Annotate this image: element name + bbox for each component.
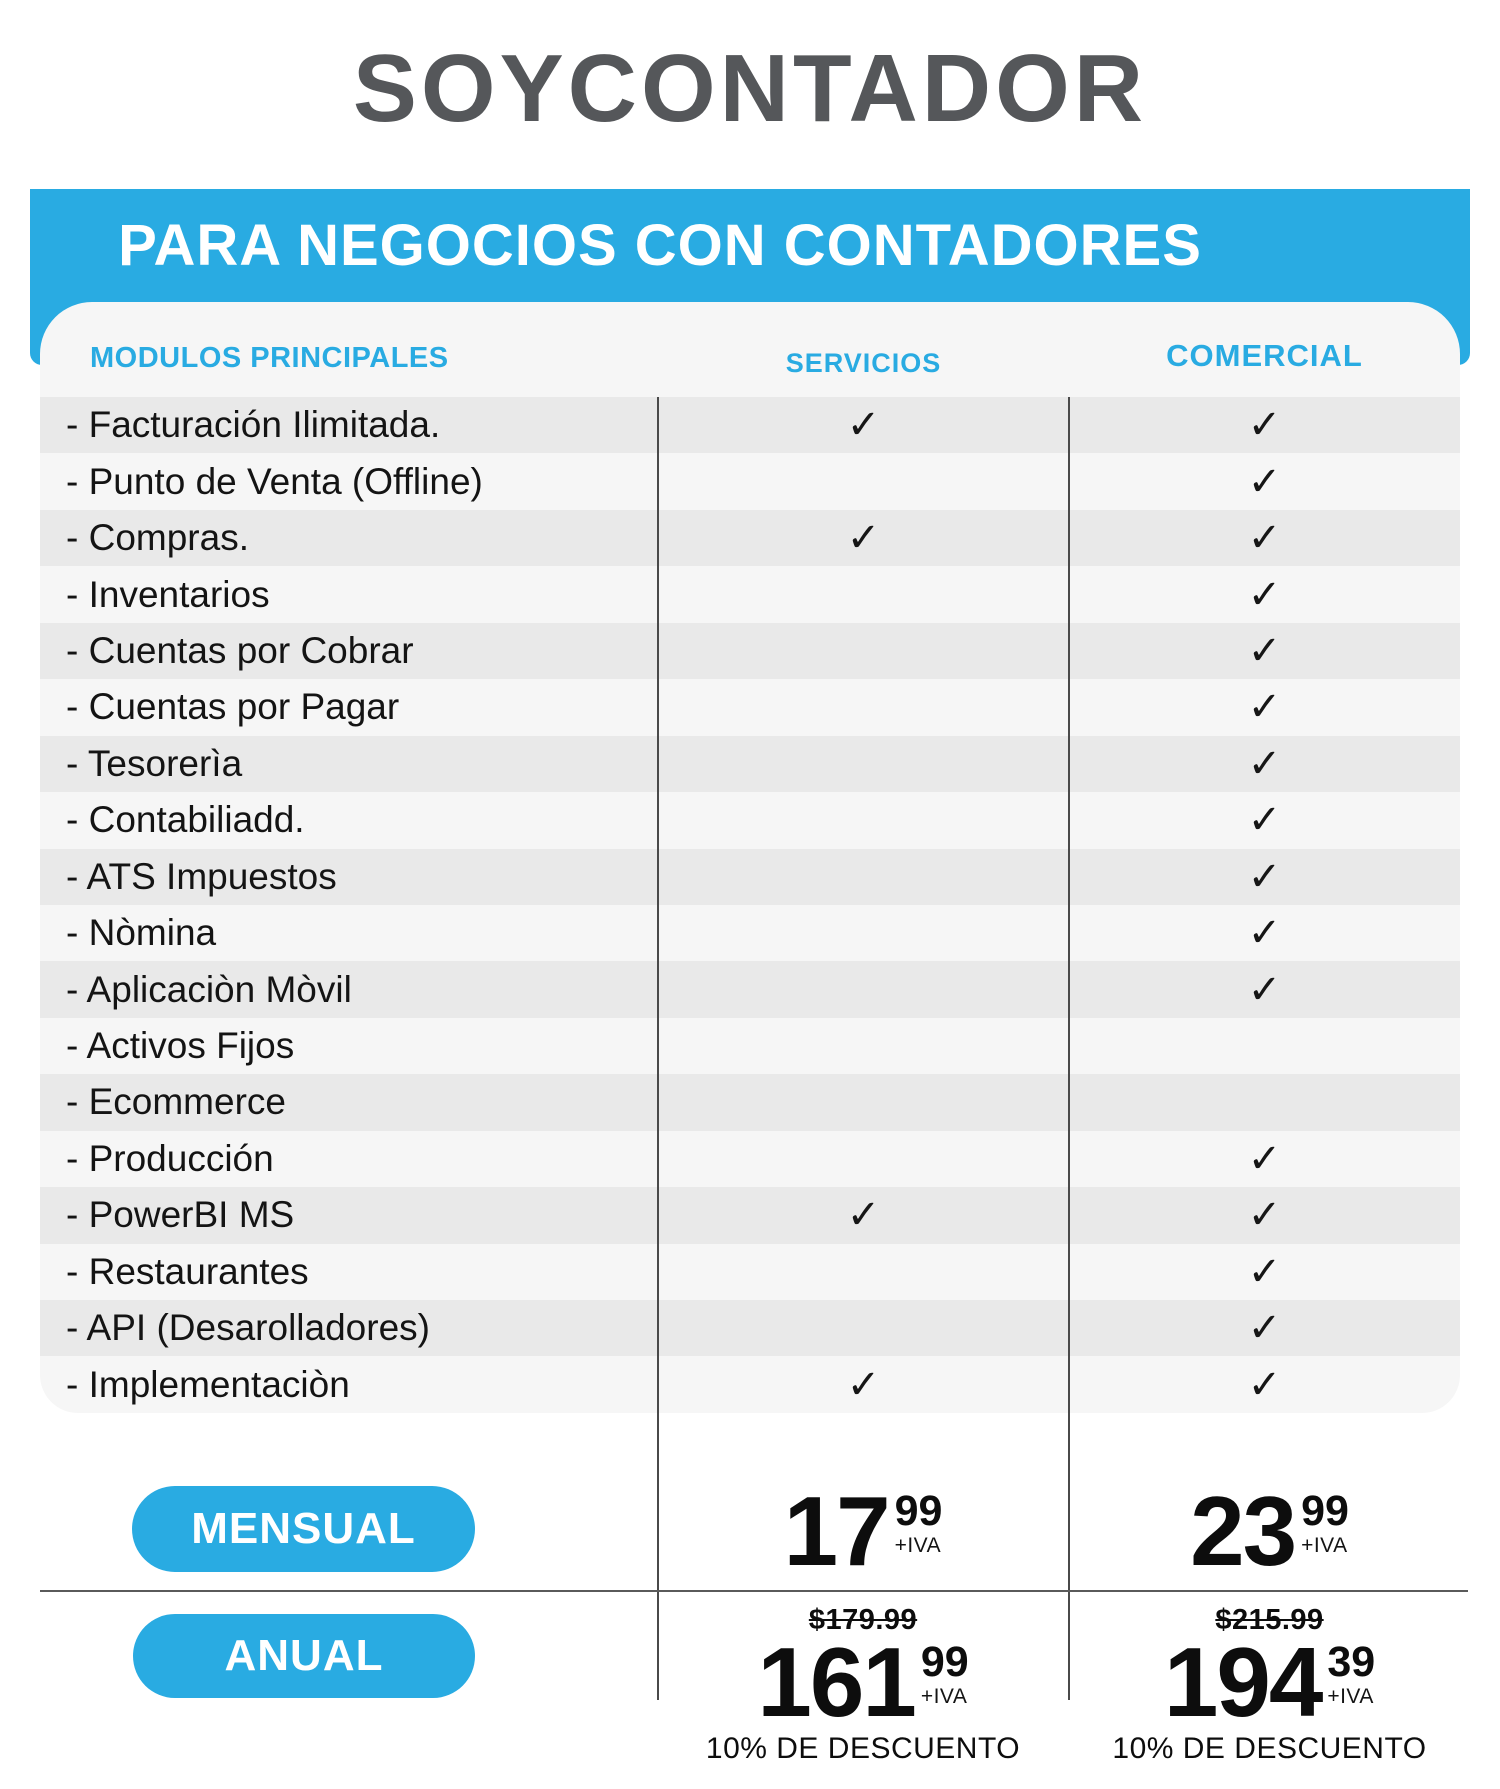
servicios-check-icon: ✓ xyxy=(846,1192,881,1239)
price-cents: 39 xyxy=(1327,1638,1376,1686)
mensual-button[interactable]: MENSUAL xyxy=(132,1486,475,1572)
price-amount: 194 xyxy=(1163,1627,1324,1737)
comercial-check-icon: ✓ xyxy=(1247,853,1282,900)
column-divider-comercial xyxy=(1068,397,1070,1700)
price-amount: 17 xyxy=(783,1476,891,1586)
table-row: - API (Desarolladores) ✓ xyxy=(40,1300,1460,1357)
feature-label: - API (Desarolladores) xyxy=(66,1307,430,1349)
feature-label: - Implementaciòn xyxy=(66,1363,350,1405)
feature-label: - Punto de Venta (Offline) xyxy=(66,460,483,502)
column-divider-servicios xyxy=(657,397,659,1700)
price-tax-label: +IVA xyxy=(920,1684,968,1708)
price-cents: 99 xyxy=(1301,1487,1349,1535)
column-header-modulos: MODULOS PRINCIPALES xyxy=(90,342,449,374)
comercial-check-icon: ✓ xyxy=(1247,458,1282,505)
price-cents: 99 xyxy=(894,1487,943,1535)
table-row: - Implementaciòn ✓ ✓ xyxy=(40,1356,1460,1412)
table-row: - Cuentas por Cobrar ✓ xyxy=(40,622,1460,680)
servicios-check-icon: ✓ xyxy=(846,515,881,562)
comercial-check-icon: ✓ xyxy=(1247,910,1282,957)
discount-label: 10% DE DESCUENTO xyxy=(1112,1732,1427,1766)
table-row: - PowerBI MS ✓ ✓ xyxy=(40,1187,1460,1244)
price-group: 17 99 +IVA xyxy=(783,1476,943,1586)
column-header-servicios: SERVICIOS xyxy=(785,348,942,378)
table-row: - Contabiliadd. ✓ xyxy=(40,792,1460,848)
servicios-check-icon: ✓ xyxy=(846,402,881,449)
table-row: - Cuentas por Pagar ✓ xyxy=(40,679,1460,735)
table-row: - Tesorerìa ✓ xyxy=(40,735,1460,793)
banner-title: PARA NEGOCIOS CON CONTADORES xyxy=(118,213,1202,278)
table-row: - Restaurantes ✓ xyxy=(40,1244,1460,1300)
table-row: - Producción ✓ xyxy=(40,1131,1460,1187)
feature-label: - Ecommerce xyxy=(66,1081,286,1123)
price-group: 161 99 +IVA xyxy=(757,1627,969,1737)
table-row: - Inventarios ✓ xyxy=(40,566,1460,622)
comercial-check-icon: ✓ xyxy=(1247,966,1282,1013)
feature-label: - Restaurantes xyxy=(66,1250,309,1292)
price-amount: 23 xyxy=(1190,1476,1297,1586)
monthly-price-servicios: 17 99 +IVA xyxy=(660,1476,1066,1586)
table-row: - Punto de Venta (Offline) ✓ xyxy=(40,453,1460,509)
comercial-check-icon: ✓ xyxy=(1247,1135,1282,1182)
table-rows: - Facturación Ilimitada. ✓ ✓ - Punto de … xyxy=(40,397,1460,1413)
servicios-check-icon: ✓ xyxy=(846,1361,881,1408)
feature-label: - PowerBI MS xyxy=(66,1194,295,1236)
comercial-check-icon: ✓ xyxy=(1247,515,1282,562)
feature-label: - Compras. xyxy=(66,517,249,559)
price-group: 194 39 +IVA xyxy=(1163,1627,1376,1737)
table-header: MODULOS PRINCIPALES SERVICIOS COMERCIAL xyxy=(40,302,1460,397)
comercial-check-icon: ✓ xyxy=(1247,684,1282,731)
feature-label: - Tesorerìa xyxy=(66,742,243,784)
table-row: - Activos Fijos xyxy=(40,1018,1460,1074)
annual-price-servicios: $179.99 161 99 +IVA 10% DE DESCUENTO xyxy=(660,1604,1066,1766)
price-tax-label: +IVA xyxy=(1327,1684,1374,1708)
comercial-check-icon: ✓ xyxy=(1247,740,1282,787)
feature-label: - Nòmina xyxy=(66,912,217,954)
old-price: $179.99 xyxy=(808,1604,918,1636)
table-row: - Nòmina ✓ xyxy=(40,905,1460,961)
price-tax-label: +IVA xyxy=(1301,1533,1348,1557)
comercial-check-icon: ✓ xyxy=(1247,627,1282,674)
feature-label: - Aplicaciòn Mòvil xyxy=(66,968,352,1010)
comercial-check-icon: ✓ xyxy=(1247,1192,1282,1239)
comparison-table: MODULOS PRINCIPALES SERVICIOS COMERCIAL … xyxy=(40,302,1460,1413)
table-row: - ATS Impuestos ✓ xyxy=(40,848,1460,905)
comercial-check-icon: ✓ xyxy=(1247,1361,1282,1408)
feature-label: - Contabiliadd. xyxy=(66,799,305,841)
comercial-check-icon: ✓ xyxy=(1247,1248,1282,1295)
feature-label: - Activos Fijos xyxy=(66,1025,295,1067)
feature-label: - Cuentas por Pagar xyxy=(66,686,400,728)
table-row: - Compras. ✓ ✓ xyxy=(40,509,1460,567)
comercial-check-icon: ✓ xyxy=(1247,797,1282,844)
anual-button[interactable]: ANUAL xyxy=(133,1614,475,1698)
monthly-price-comercial: 23 99 +IVA xyxy=(1071,1476,1468,1586)
annual-price-comercial: $215.99 194 39 +IVA 10% DE DESCUENTO xyxy=(1071,1604,1468,1766)
old-price: $215.99 xyxy=(1215,1604,1324,1636)
price-group: 23 99 +IVA xyxy=(1190,1476,1349,1586)
comercial-check-icon: ✓ xyxy=(1247,1305,1282,1352)
feature-label: - Cuentas por Cobrar xyxy=(66,629,414,671)
feature-label: - ATS Impuestos xyxy=(66,855,337,897)
feature-label: - Facturación Ilimitada. xyxy=(66,404,441,446)
price-amount: 161 xyxy=(757,1627,917,1737)
column-header-comercial: COMERCIAL xyxy=(1166,338,1363,373)
mensual-anual-divider xyxy=(40,1590,1468,1592)
feature-label: - Inventarios xyxy=(66,573,270,615)
brand-logo: SOYCONTADOR xyxy=(352,35,1148,142)
price-cents: 99 xyxy=(920,1638,969,1686)
comercial-check-icon: ✓ xyxy=(1247,571,1282,618)
table-row: - Ecommerce xyxy=(40,1074,1460,1131)
feature-label: - Producción xyxy=(66,1137,274,1179)
comercial-check-icon: ✓ xyxy=(1247,402,1282,449)
table-row: - Facturación Ilimitada. ✓ ✓ xyxy=(40,397,1460,454)
table-row: - Aplicaciòn Mòvil ✓ xyxy=(40,961,1460,1018)
discount-label: 10% DE DESCUENTO xyxy=(705,1732,1021,1766)
price-tax-label: +IVA xyxy=(894,1533,942,1557)
